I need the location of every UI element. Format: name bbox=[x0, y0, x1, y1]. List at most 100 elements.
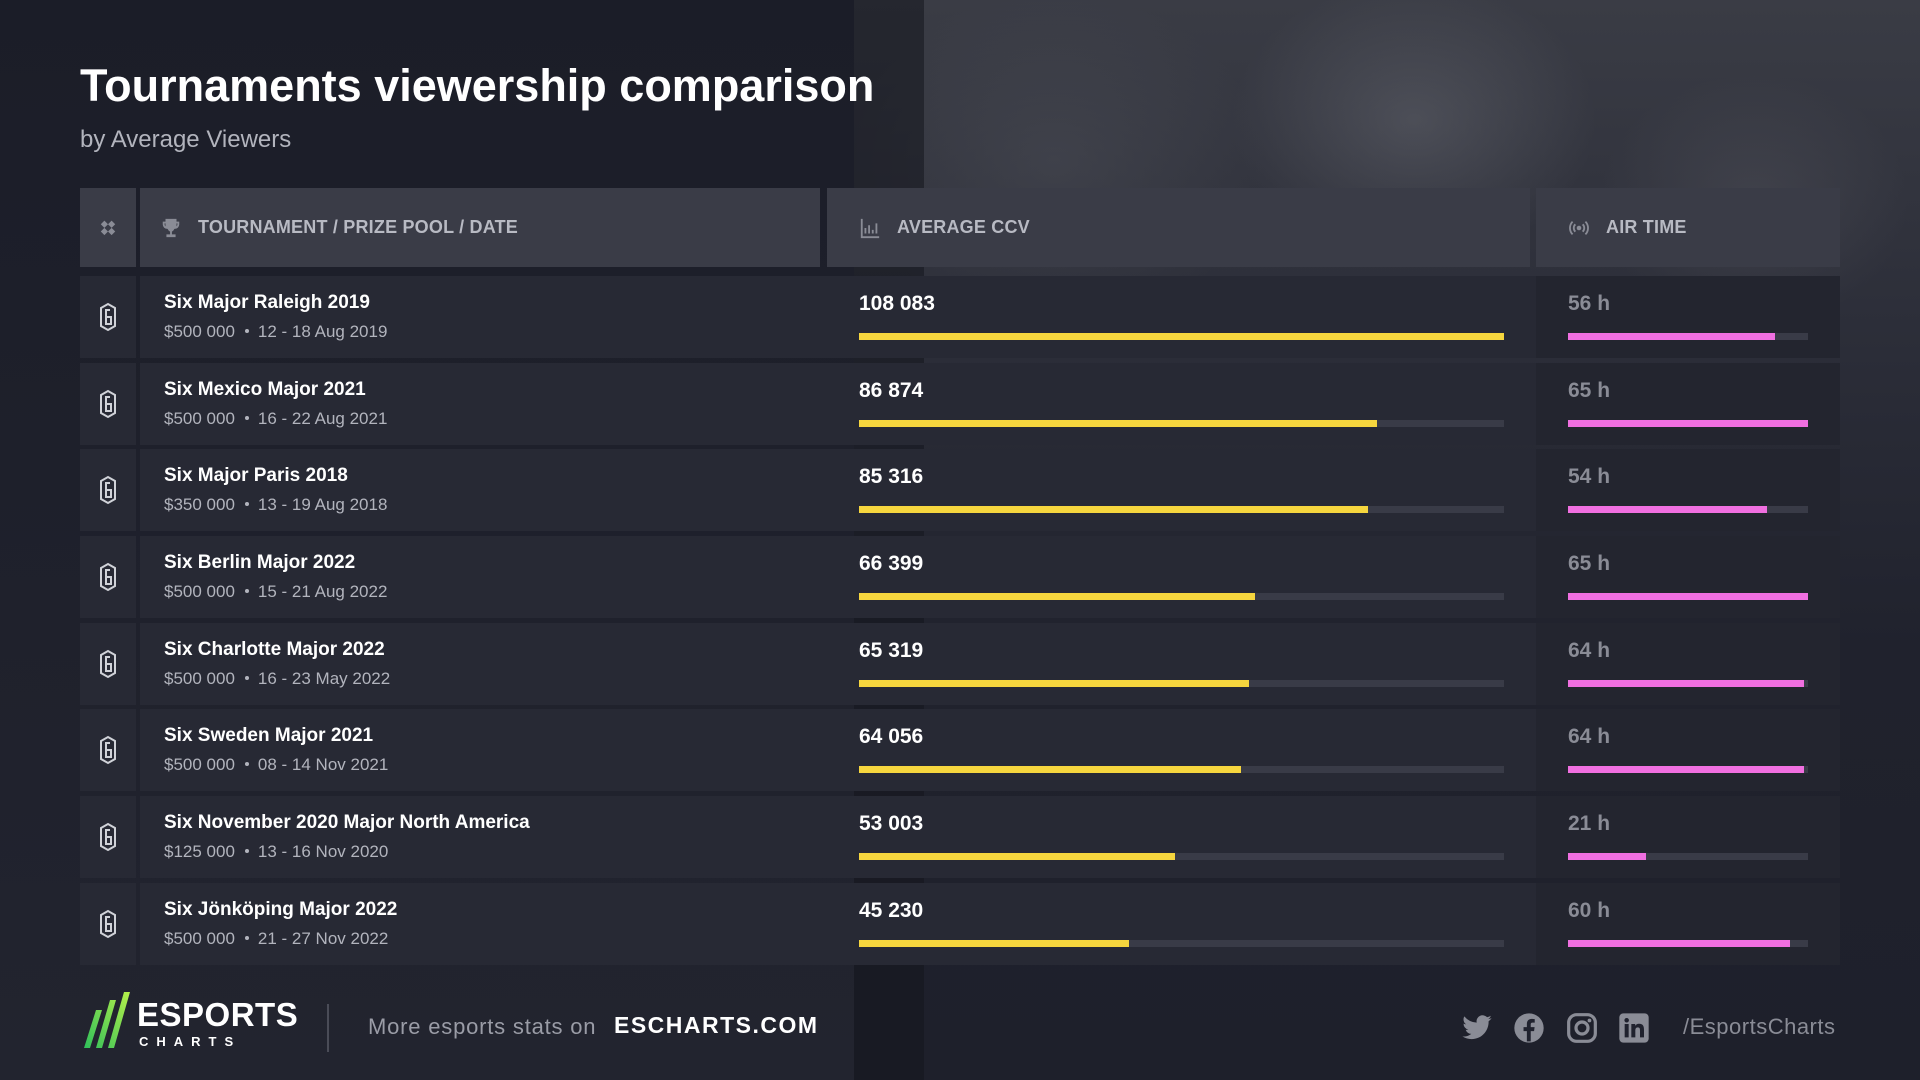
facebook-icon[interactable] bbox=[1513, 1012, 1545, 1044]
game-icon-cell bbox=[80, 536, 136, 618]
air-time-value-label: 64 h bbox=[1568, 725, 1611, 748]
air-time-bar-track bbox=[1568, 766, 1808, 773]
meta-separator bbox=[244, 936, 249, 941]
header-tournament: TOURNAMENT / PRIZE POOL / DATE bbox=[140, 188, 820, 267]
air-time-bar bbox=[1568, 940, 1790, 947]
ccv-bar-track bbox=[859, 506, 1504, 513]
game-icon-cell bbox=[80, 883, 136, 965]
ccv-bar bbox=[859, 940, 1129, 947]
row-air-cell bbox=[1536, 709, 1840, 791]
rainbow-six-icon bbox=[98, 302, 118, 332]
footer: ESPORTS CHARTS More esports stats on ESC… bbox=[0, 990, 1920, 1064]
twitter-icon[interactable] bbox=[1460, 1012, 1492, 1044]
tournament-name: Six Major Raleigh 2019 bbox=[164, 292, 370, 313]
air-time-value-label: 56 h bbox=[1568, 292, 1611, 315]
air-time-bar-track bbox=[1568, 940, 1808, 947]
chart-title: Tournaments viewership comparison bbox=[80, 60, 875, 111]
logo-sub-text: CHARTS bbox=[139, 1034, 242, 1049]
header-air-label: AIR TIME bbox=[1606, 217, 1687, 237]
tournament-name: Six Jönköping Major 2022 bbox=[164, 899, 398, 920]
air-time-bar-track bbox=[1568, 420, 1808, 427]
tournament-date: 12 - 18 Aug 2019 bbox=[257, 322, 388, 341]
rainbow-six-icon bbox=[98, 389, 118, 419]
tournament-meta: $500 000 16 - 22 Aug 2021 bbox=[164, 409, 387, 429]
trophy-icon bbox=[160, 217, 182, 239]
chart-subtitle: by Average Viewers bbox=[80, 126, 292, 153]
game-icon-cell bbox=[80, 449, 136, 531]
chart-icon bbox=[859, 217, 881, 239]
meta-separator bbox=[244, 589, 249, 594]
tournament-meta: $350 000 13 - 19 Aug 2018 bbox=[164, 495, 387, 515]
row-air-cell bbox=[1536, 883, 1840, 965]
linkedin-icon[interactable] bbox=[1618, 1012, 1650, 1044]
tournament-date: 08 - 14 Nov 2021 bbox=[257, 755, 389, 774]
esports-charts-logo: ESPORTS CHARTS bbox=[80, 990, 300, 1050]
air-time-bar bbox=[1568, 593, 1808, 600]
tournament-name: Six November 2020 Major North America bbox=[164, 812, 530, 833]
ccv-bar-track bbox=[859, 333, 1504, 340]
game-icon-cell bbox=[80, 623, 136, 705]
rainbow-six-icon bbox=[98, 909, 118, 939]
ccv-bar-track bbox=[859, 766, 1504, 773]
table-row: Six November 2020 Major North America $12… bbox=[80, 796, 1840, 878]
air-time-value-label: 21 h bbox=[1568, 812, 1611, 835]
instagram-icon[interactable] bbox=[1566, 1012, 1598, 1044]
header-ccv: AVERAGE CCV bbox=[827, 188, 1530, 267]
air-time-value-label: 64 h bbox=[1568, 639, 1611, 662]
prize-pool: $125 000 bbox=[164, 842, 235, 861]
row-main-cell bbox=[140, 883, 1616, 965]
prize-pool: $500 000 bbox=[164, 929, 235, 948]
site-link[interactable]: ESCHARTS.COM bbox=[614, 1012, 819, 1038]
table-row: Six Sweden Major 2021 $500 000 08 - 14 Nov… bbox=[80, 709, 1840, 791]
row-main-cell bbox=[140, 363, 1616, 445]
ccv-bar bbox=[859, 333, 1504, 340]
tournament-name: Six Berlin Major 2022 bbox=[164, 552, 356, 573]
tournament-date: 16 - 22 Aug 2021 bbox=[257, 409, 388, 428]
tournament-meta: $500 000 15 - 21 Aug 2022 bbox=[164, 582, 387, 602]
row-main-cell bbox=[140, 276, 1616, 358]
table-row: Six Charlotte Major 2022 $500 000 16 - 23 … bbox=[80, 623, 1840, 705]
rainbow-six-icon bbox=[98, 475, 118, 505]
header-tournament-label: TOURNAMENT / PRIZE POOL / DATE bbox=[198, 217, 519, 237]
meta-separator bbox=[244, 849, 249, 854]
game-icon-cell bbox=[80, 709, 136, 791]
ccv-value-label: 86 874 bbox=[859, 379, 924, 402]
ccv-bar bbox=[859, 593, 1256, 600]
rainbow-six-icon bbox=[98, 735, 118, 765]
ccv-bar bbox=[859, 766, 1242, 773]
table-row: Six Major Paris 2018 $350 000 13 - 19 Aug … bbox=[80, 449, 1840, 531]
game-icon-cell bbox=[80, 363, 136, 445]
ccv-bar-track bbox=[859, 680, 1504, 687]
prize-pool: $500 000 bbox=[164, 322, 235, 341]
more-stats-text: More esports stats on bbox=[368, 1014, 597, 1039]
meta-separator bbox=[244, 676, 249, 681]
tournament-meta: $125 000 13 - 16 Nov 2020 bbox=[164, 842, 388, 862]
table-row: Six Berlin Major 2022 $500 000 15 - 21 Aug… bbox=[80, 536, 1840, 618]
ccv-value-label: 45 230 bbox=[859, 899, 924, 922]
row-air-cell bbox=[1536, 449, 1840, 531]
social-handle: /EsportsCharts bbox=[1683, 1014, 1836, 1039]
prize-pool: $500 000 bbox=[164, 409, 235, 428]
air-time-bar bbox=[1568, 333, 1775, 340]
tournament-meta: $500 000 08 - 14 Nov 2021 bbox=[164, 755, 388, 775]
tournament-name: Six Major Paris 2018 bbox=[164, 465, 348, 486]
tournament-meta: $500 000 12 - 18 Aug 2019 bbox=[164, 322, 387, 342]
tournament-date: 15 - 21 Aug 2022 bbox=[257, 582, 388, 601]
gamepad-icon bbox=[96, 216, 120, 240]
ccv-value-label: 65 319 bbox=[859, 639, 924, 662]
row-main-cell bbox=[140, 709, 1616, 791]
air-time-bar bbox=[1568, 506, 1768, 513]
tournament-name: Six Sweden Major 2021 bbox=[164, 725, 374, 746]
tournament-name: Six Mexico Major 2021 bbox=[164, 379, 366, 400]
air-time-value-label: 65 h bbox=[1568, 552, 1611, 575]
ccv-bar bbox=[859, 853, 1176, 860]
air-time-bar-track bbox=[1568, 853, 1808, 860]
tournament-date: 13 - 19 Aug 2018 bbox=[257, 495, 388, 514]
game-icon-cell bbox=[80, 796, 136, 878]
row-air-cell bbox=[1536, 536, 1840, 618]
row-air-cell bbox=[1536, 363, 1840, 445]
tournament-date: 16 - 23 May 2022 bbox=[257, 669, 391, 688]
air-time-bar-track bbox=[1568, 506, 1808, 513]
row-air-cell bbox=[1536, 623, 1840, 705]
table-row: Six Major Raleigh 2019 $500 000 12 - 18 Au… bbox=[80, 276, 1840, 358]
